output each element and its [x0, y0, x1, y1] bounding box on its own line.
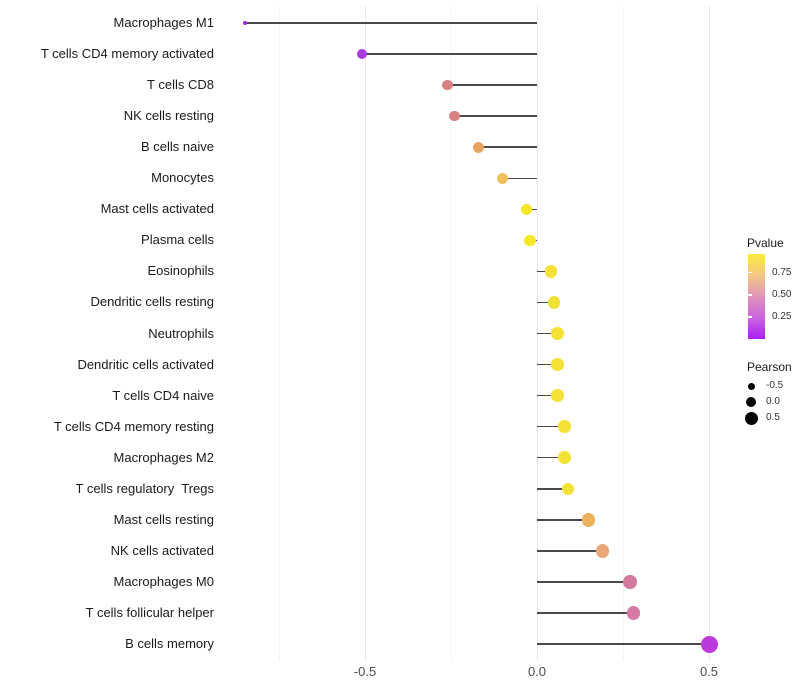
colorbar-tick-label: 0.50 [772, 288, 792, 300]
category-label: Dendritic cells resting [90, 294, 214, 310]
category-label: Macrophages M0 [113, 573, 214, 589]
colorbar-tick-mark [748, 294, 752, 296]
x-tick-label: 0.0 [527, 664, 547, 679]
data-point [581, 513, 596, 527]
category-label: Mast cells resting [113, 511, 214, 527]
pearson-legend-dot [746, 397, 756, 407]
data-point [547, 296, 561, 309]
lollipop-stem [537, 363, 558, 366]
data-point [524, 234, 536, 247]
lollipop-stem [502, 177, 537, 179]
lollipop-stem [537, 519, 589, 521]
lollipop-stem [537, 643, 709, 645]
lollipop-stem [537, 270, 551, 273]
category-label: T cells follicular helper [85, 604, 214, 620]
data-point [551, 389, 564, 402]
category-label: T cells CD4 memory activated [40, 46, 214, 62]
lollipop-stem [537, 550, 603, 552]
lollipop-stem [244, 22, 537, 24]
lollipop-stem [537, 301, 555, 304]
minor-gridline [622, 6, 624, 661]
lollipop-stem [537, 612, 634, 614]
data-point [558, 420, 571, 433]
colorbar-tick-mark [748, 271, 752, 274]
lollipop-stem [537, 456, 565, 459]
lollipop-stem [537, 581, 630, 583]
pearson-legend-dot [744, 411, 758, 425]
pvalue-colorbar-gradient [748, 254, 765, 339]
colorbar-tick-label: 0.75 [772, 266, 792, 278]
data-point [520, 203, 533, 216]
lollipop-stem [537, 332, 558, 335]
data-point [242, 21, 247, 25]
category-label: Macrophages M1 [113, 15, 214, 30]
category-label: NK cells activated [110, 542, 214, 558]
colorbar-tick-mark [748, 316, 752, 318]
category-label: Eosinophils [147, 263, 215, 279]
colorbar-tick-label: 0.25 [772, 310, 792, 322]
category-label: Mast cells activated [100, 201, 214, 217]
minor-gridline [278, 6, 280, 661]
lollipop-stem [537, 394, 558, 397]
data-point [623, 575, 637, 589]
category-label: T cells CD4 naive [112, 387, 214, 403]
category-label: B cells memory [125, 636, 214, 651]
data-point [356, 49, 367, 60]
lollipop-stem [447, 84, 537, 86]
x-tick-label: -0.5 [353, 664, 377, 679]
data-point [551, 327, 564, 340]
data-point [551, 358, 564, 371]
data-point [700, 635, 718, 653]
category-label: NK cells resting [123, 108, 214, 124]
x-tick-label: 0.5 [699, 664, 719, 679]
lollipop-stem [454, 115, 537, 117]
pearson-legend-label: 0.5 [766, 412, 780, 423]
category-label: Monocytes [151, 170, 214, 186]
data-point [558, 451, 571, 464]
data-point [595, 544, 610, 558]
category-label: T cells CD4 memory resting [53, 418, 214, 434]
pearson-legend-dot [747, 382, 755, 390]
category-label: T cells CD8 [147, 77, 214, 93]
category-label: T cells regulatory Tregs [75, 480, 214, 496]
lollipop-stem [478, 146, 537, 148]
data-point [497, 172, 509, 184]
category-label: Dendritic cells activated [77, 356, 214, 372]
lollipop-stem [537, 425, 565, 428]
major-gridline [708, 6, 710, 661]
major-gridline [364, 6, 366, 661]
data-point [473, 141, 485, 153]
category-label: Neutrophils [148, 325, 214, 341]
data-point [561, 482, 575, 495]
pearson-legend-title: Pearson [747, 360, 792, 374]
lollipop-stem [361, 53, 537, 55]
category-label: Plasma cells [141, 232, 214, 248]
data-point [544, 265, 557, 278]
category-label: Macrophages M2 [113, 449, 214, 465]
pvalue-legend-title: Pvalue [747, 236, 784, 250]
data-point [449, 110, 460, 122]
minor-gridline [450, 6, 452, 661]
lollipop-stem [537, 488, 568, 490]
category-label: B cells naive [141, 139, 214, 155]
pearson-legend-label: -0.5 [766, 380, 784, 391]
pearson-legend-label: 0.0 [766, 396, 780, 407]
data-point [626, 606, 641, 620]
data-point [442, 79, 453, 91]
